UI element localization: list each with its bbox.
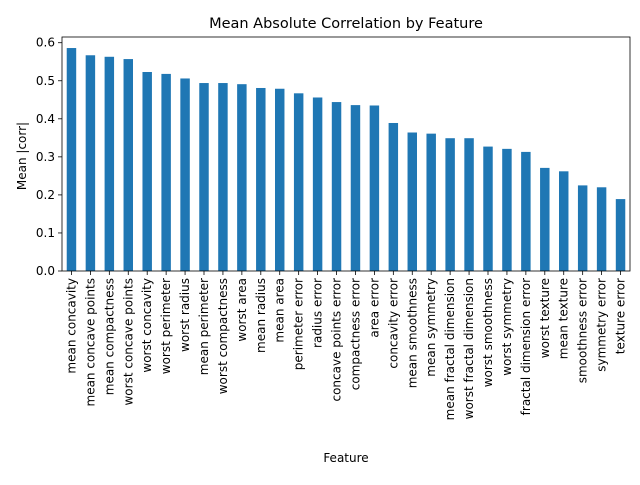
x-axis: mean concavity mean concave points mean co…	[64, 271, 628, 420]
y-tick-label: 0.2	[36, 188, 55, 202]
x-tick-label: worst texture	[538, 278, 552, 358]
bar	[445, 138, 455, 271]
bar	[237, 84, 247, 272]
y-tick-label: 0.5	[36, 74, 55, 88]
y-tick-label: 0.6	[36, 36, 55, 50]
x-tick-label: texture error	[614, 278, 628, 354]
x-tick-label: worst smoothness	[481, 278, 495, 387]
bar	[142, 72, 152, 271]
bar	[521, 151, 531, 271]
y-tick-label: 0.4	[36, 112, 55, 126]
y-tick-label: 0.0	[36, 264, 55, 278]
y-axis: 0.0 0.1 0.2 0.3 0.4 0.5 0.6	[36, 36, 62, 278]
bar	[218, 83, 228, 271]
x-tick-label: worst perimeter	[159, 278, 173, 374]
bar	[199, 83, 209, 271]
x-tick-label: worst concave points	[121, 278, 135, 406]
bar	[161, 73, 171, 271]
x-tick-label: worst area	[235, 278, 249, 342]
x-tick-label: compactness error	[348, 278, 362, 390]
x-axis-label: Feature	[323, 451, 368, 465]
bar	[369, 105, 380, 271]
x-tick-label: mean concave points	[83, 278, 97, 407]
bar	[180, 78, 190, 271]
bar	[350, 105, 361, 271]
x-tick-label: perimeter error	[292, 278, 306, 370]
x-tick-label: area error	[367, 278, 381, 338]
bar	[426, 133, 436, 271]
bars-group	[66, 48, 626, 272]
bar	[104, 56, 115, 271]
bar	[540, 167, 550, 271]
y-tick-label: 0.1	[36, 226, 55, 240]
bar	[559, 171, 569, 271]
x-tick-label: worst symmetry	[500, 278, 514, 376]
x-tick-label: worst fractal dimension	[462, 278, 476, 419]
x-tick-label: worst compactness	[216, 278, 230, 394]
x-tick-label: symmetry error	[595, 278, 609, 372]
bar	[275, 88, 285, 271]
bar	[123, 59, 133, 271]
bar	[312, 97, 323, 271]
x-tick-label: concave points error	[330, 278, 344, 402]
x-tick-label: mean smoothness	[405, 278, 419, 388]
x-tick-label: mean radius	[254, 278, 268, 353]
bar	[331, 102, 342, 271]
x-tick-label: mean fractal dimension	[443, 278, 457, 420]
bar	[388, 122, 399, 272]
x-tick-label: worst concavity	[140, 278, 154, 373]
x-tick-label: mean symmetry	[424, 278, 438, 377]
x-tick-label: radius error	[311, 278, 325, 348]
bar	[483, 146, 493, 271]
x-tick-label: mean concavity	[64, 278, 78, 374]
bar	[502, 148, 512, 271]
chart-title: Mean Absolute Correlation by Feature	[209, 16, 483, 32]
bar	[596, 187, 607, 271]
plot-frame	[61, 36, 631, 272]
bar	[615, 199, 626, 271]
x-tick-label: worst radius	[178, 278, 192, 352]
x-tick-label: mean area	[273, 278, 287, 343]
y-axis-label: Mean |corr|	[15, 122, 29, 190]
bar	[293, 93, 304, 271]
x-tick-label: mean compactness	[102, 278, 116, 395]
x-tick-label: mean texture	[557, 278, 571, 359]
x-tick-label: fractal dimension error	[519, 278, 533, 415]
bar	[85, 55, 96, 272]
x-tick-label: smoothness error	[576, 278, 590, 383]
y-tick-label: 0.3	[36, 150, 55, 164]
bar	[66, 48, 77, 271]
x-tick-label: concavity error	[386, 278, 400, 369]
bar	[577, 185, 588, 271]
bar	[464, 138, 474, 271]
bar	[256, 87, 266, 271]
x-tick-label: mean perimeter	[197, 278, 211, 375]
bar	[407, 132, 417, 271]
